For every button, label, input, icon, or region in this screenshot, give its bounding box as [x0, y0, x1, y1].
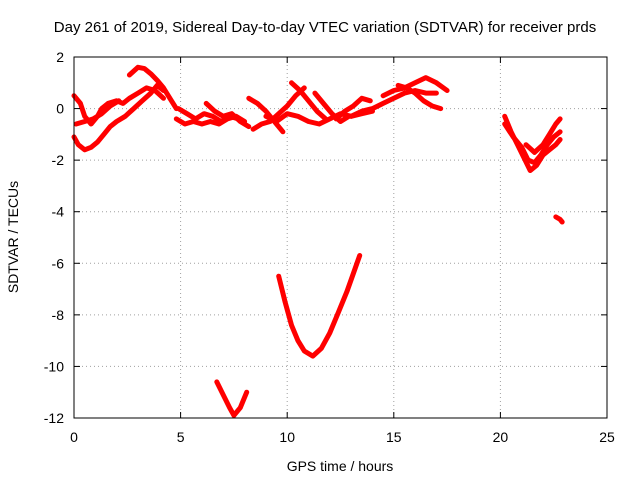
plot-frame	[73, 56, 608, 419]
data-series-21	[214, 379, 250, 418]
data-series-7	[203, 100, 252, 130]
data-series-8	[246, 95, 286, 135]
data-series-12	[312, 90, 352, 124]
x-tick-label: 25	[599, 429, 615, 445]
data-series-18	[502, 121, 563, 166]
y-tick-label: -2	[52, 152, 65, 168]
data-series-13	[333, 95, 373, 122]
data-series-1	[71, 82, 166, 153]
chart-title: Day 261 of 2019, Sidereal Day-to-day VTE…	[54, 19, 596, 36]
y-tick-label: -8	[52, 307, 65, 323]
data-series-19	[523, 116, 563, 155]
x-tick-label: 0	[70, 429, 78, 445]
x-tick-label: 20	[493, 429, 509, 445]
y-tick-label: -12	[44, 410, 64, 426]
data-series-9	[250, 85, 307, 132]
axis-ticks: 0 5 10 15 20 25 -12 -10 -8 -6 -4 -2 0 2	[44, 49, 615, 445]
y-tick-label: 2	[56, 49, 64, 65]
data-series-11	[289, 80, 329, 122]
y-tick-label: 0	[56, 101, 64, 117]
data-series-20	[553, 214, 565, 225]
data-series-4	[126, 64, 179, 112]
data-series-3	[73, 98, 122, 127]
x-axis-label: GPS time / hours	[287, 458, 394, 474]
x-tick-label: 10	[279, 429, 295, 445]
data-series-14	[348, 88, 439, 119]
data-series-15	[380, 75, 450, 99]
y-tick-label: -10	[44, 358, 64, 374]
x-tick-label: 5	[177, 429, 185, 445]
y-tick-label: -4	[52, 204, 65, 220]
data-series-16	[395, 82, 444, 112]
data-series-22	[276, 253, 363, 359]
data-series-group	[71, 64, 565, 418]
y-axis-label: SDTVAR / TECUs	[5, 181, 21, 293]
x-tick-label: 15	[386, 429, 402, 445]
grid	[74, 57, 607, 418]
y-tick-label: -6	[52, 255, 65, 271]
